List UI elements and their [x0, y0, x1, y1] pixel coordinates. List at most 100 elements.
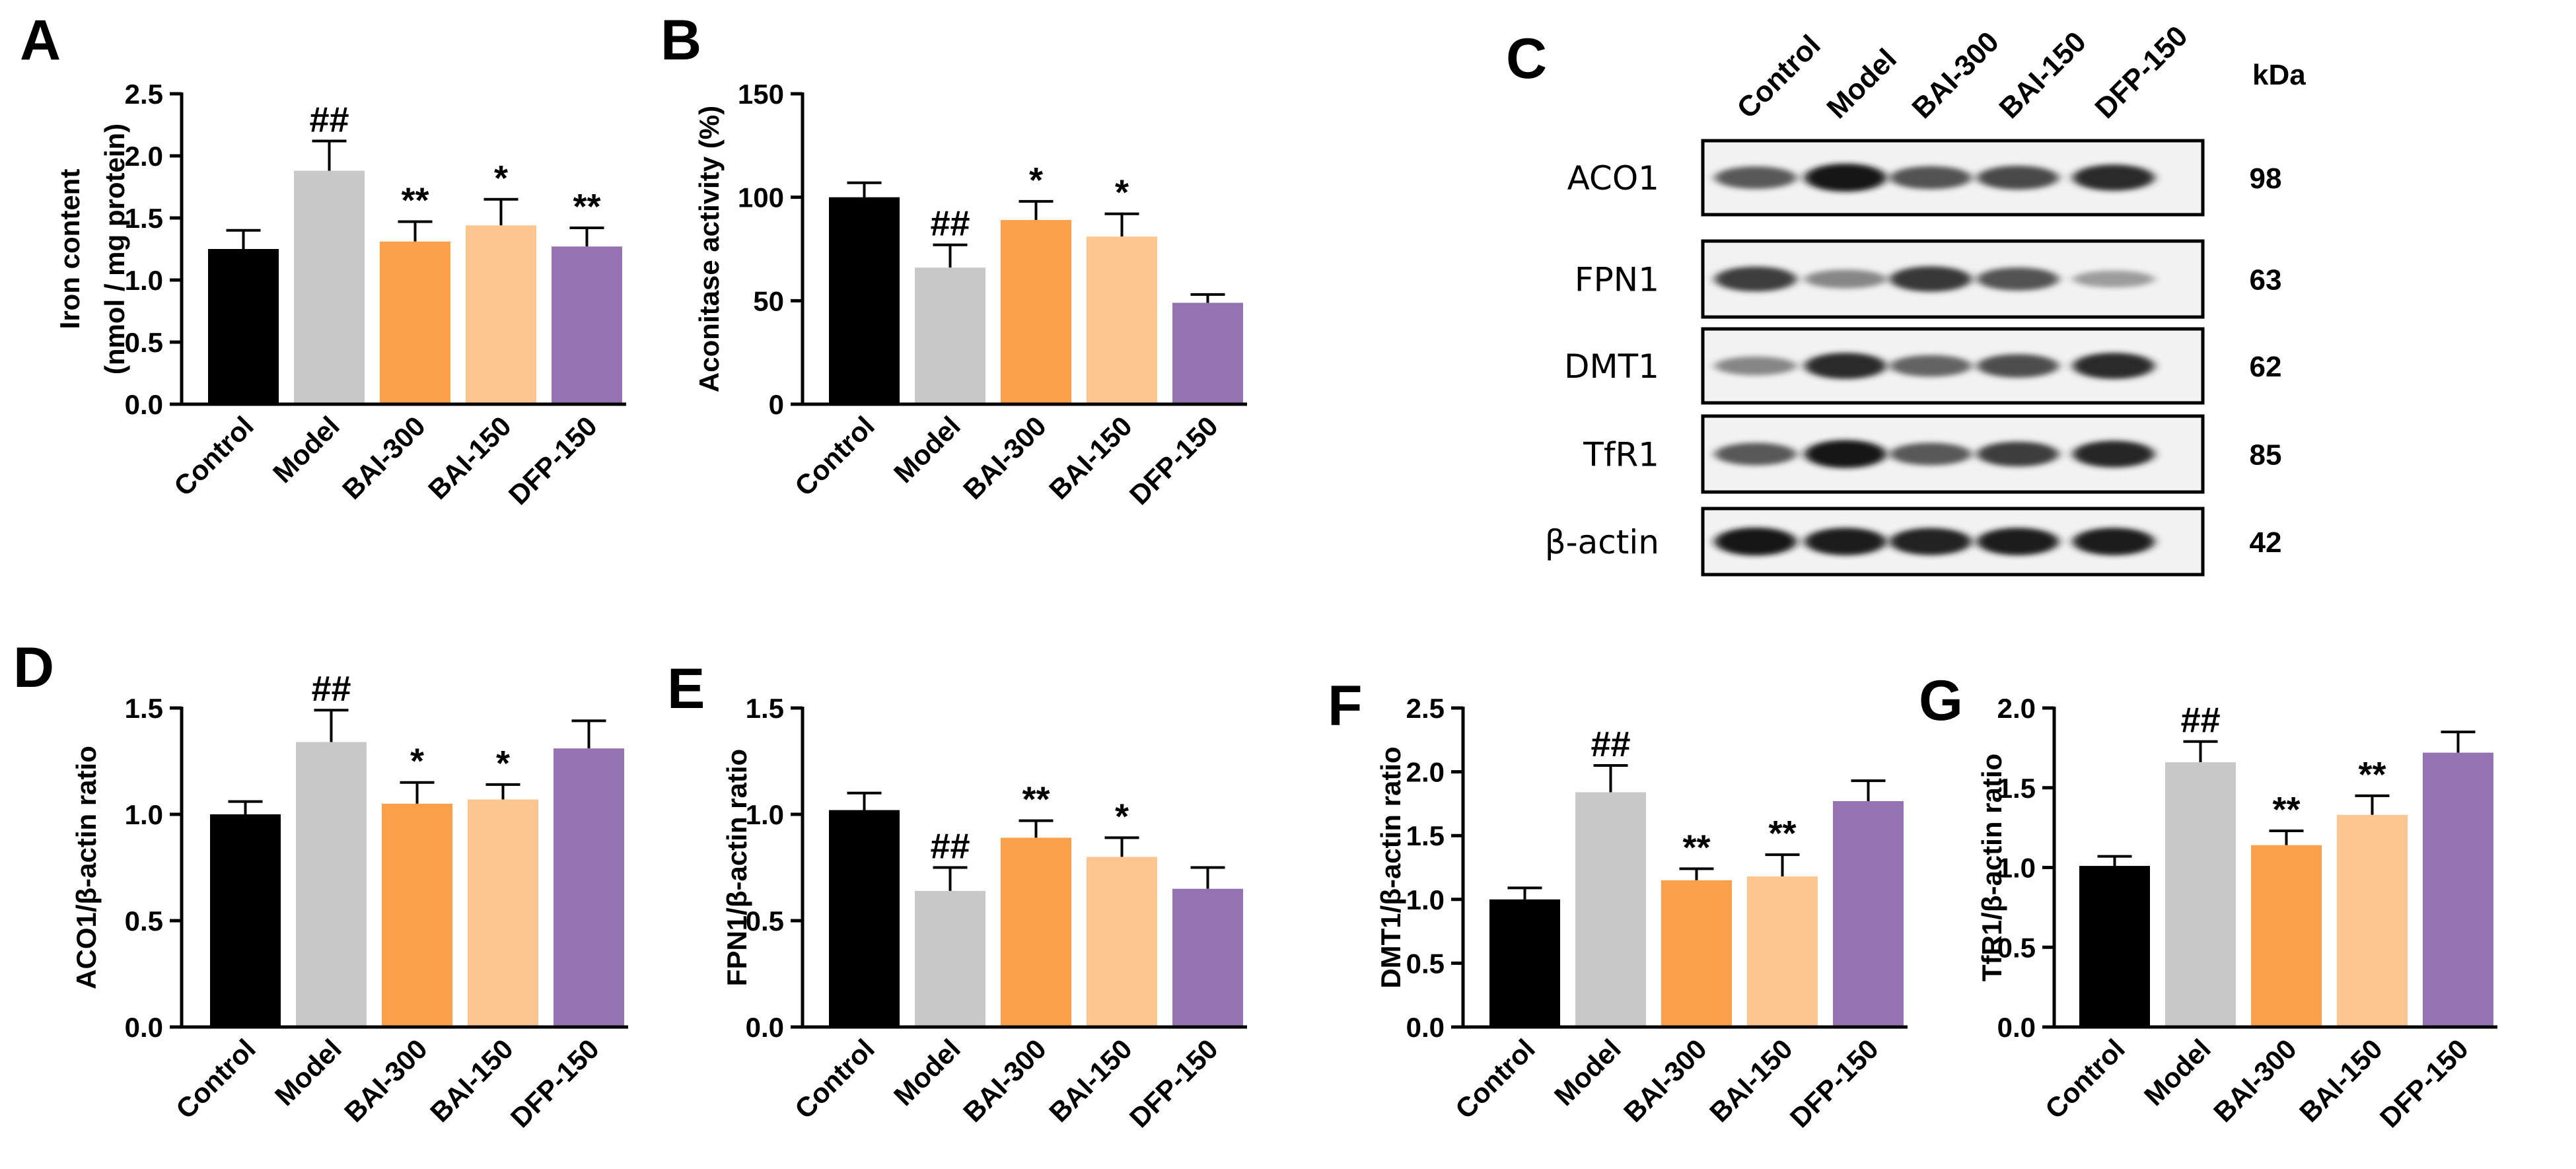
blot-lane-label: Control	[1731, 29, 1826, 125]
blot-protein-label: ACO1	[1567, 159, 1659, 197]
x-tick-label: Model	[269, 1033, 347, 1112]
blot-lane-label: BAI-150	[1993, 26, 2093, 125]
y-tick-label: 1.5	[746, 693, 784, 724]
significance-marker: *	[1115, 173, 1129, 213]
significance-marker: *	[410, 742, 424, 781]
panel-letter-A: A	[20, 9, 61, 72]
x-tick-label: Model	[267, 410, 345, 489]
bar-Model	[915, 267, 985, 404]
blot-row-β-actin: β-actin 42	[1545, 507, 2282, 577]
panel-letter-E: E	[667, 657, 705, 721]
x-tick-label: BAI-150	[2293, 1033, 2388, 1128]
y-axis-label: DMT1/β-actin ratio	[1375, 746, 1406, 988]
y-tick-label: 1.5	[125, 203, 163, 234]
x-tick-label: DFP-150	[1124, 410, 1224, 511]
blot-band	[1890, 355, 1972, 377]
bar-DFP-150	[2423, 752, 2493, 1027]
blot-band	[1977, 528, 2059, 555]
blot-band	[2073, 164, 2155, 191]
bar-DFP-150	[1833, 801, 1904, 1027]
y-tick-label: 0.5	[1406, 948, 1445, 979]
blot-protein-label: DMT1	[1564, 347, 1659, 386]
x-tick-label: DFP-150	[503, 410, 603, 511]
panel-letter-D: D	[13, 636, 54, 699]
x-tick-label: DFP-150	[505, 1033, 605, 1133]
y-tick-label: 2.0	[1997, 693, 2036, 724]
bar-BAI-300	[2251, 845, 2322, 1027]
blot-band	[2073, 528, 2155, 555]
x-tick-label: Control	[170, 1033, 262, 1125]
significance-marker: ##	[930, 204, 970, 244]
kda-header: kDa	[2252, 59, 2306, 91]
bar-Control	[1489, 899, 1560, 1027]
y-tick-label: 0	[769, 389, 784, 420]
bar-DFP-150	[1172, 302, 1243, 404]
blot-band	[1715, 443, 1797, 466]
bar-Control	[210, 814, 281, 1027]
blot-kda-value: 63	[2250, 264, 2282, 297]
blot-row-FPN1: FPN1 63	[1575, 239, 2282, 319]
x-tick-label: Model	[888, 1033, 966, 1112]
blot-band	[1805, 440, 1886, 468]
significance-marker: *	[1029, 160, 1043, 200]
chart-E: E FPN1/β-actin ratio 0.0 0.5 1.0 1.5 Control ##…	[667, 657, 1247, 1133]
blot-kda-value: 85	[2250, 439, 2282, 472]
y-tick-label: 0.5	[125, 905, 163, 937]
bar-BAI-150	[1747, 876, 1818, 1027]
x-tick-label: Control	[789, 410, 880, 502]
y-tick-label: 150	[738, 79, 784, 110]
significance-marker: ##	[1591, 725, 1630, 764]
blot-row-TfR1: TfR1 85	[1583, 414, 2282, 494]
blot-band	[1890, 266, 1972, 292]
blot-band	[1977, 267, 2059, 291]
y-tick-label: 2.0	[1406, 757, 1445, 788]
blot-band	[1977, 165, 2059, 190]
bar-BAI-300	[382, 803, 452, 1027]
bar-BAI-300	[1001, 837, 1071, 1027]
y-tick-label: 0.5	[1997, 932, 2036, 963]
significance-marker: ##	[309, 100, 349, 139]
y-tick-label: 2.5	[1406, 693, 1445, 724]
blot-band	[1715, 527, 1797, 556]
significance-marker: ##	[311, 669, 351, 709]
significance-marker: ##	[2180, 701, 2220, 740]
blot-lane-label: Model	[1820, 43, 1903, 125]
bar-BAI-300	[380, 241, 450, 404]
y-tick-label: 0.0	[1406, 1012, 1445, 1043]
significance-marker: **	[1768, 814, 1796, 853]
blot-row-DMT1: DMT1 62	[1564, 327, 2281, 405]
y-tick-label: 0.5	[125, 327, 163, 358]
y-tick-label: 1.5	[1997, 773, 2036, 804]
blot-kda-value: 42	[2250, 526, 2282, 559]
x-tick-label: Model	[1548, 1033, 1627, 1112]
y-tick-label: 1.5	[1406, 820, 1445, 851]
chart-B: B Aconitase activity (%) 0 50 100 150 Control #…	[661, 9, 1247, 511]
x-tick-label: BAI-150	[1703, 1033, 1799, 1128]
significance-marker: *	[1115, 797, 1129, 836]
blot-band	[1715, 166, 1797, 190]
bar-BAI-300	[1661, 880, 1732, 1027]
y-tick-label: 2.0	[125, 141, 163, 172]
x-tick-label: DFP-150	[1784, 1033, 1884, 1133]
y-tick-label: 1.0	[746, 799, 784, 830]
significance-marker: **	[401, 181, 429, 221]
y-tick-label: 1.0	[1997, 853, 2036, 884]
blot-band	[1805, 528, 1886, 555]
chart-D: D ACO1/β-actin ratio 0.0 0.5 1.0 1.5 Control ##…	[13, 636, 628, 1133]
blot-band	[1890, 166, 1972, 190]
bar-Control	[829, 197, 900, 404]
blot-band	[2073, 270, 2155, 288]
significance-marker: **	[573, 187, 600, 227]
y-tick-label: 1.0	[1406, 884, 1445, 915]
bar-BAI-300	[1001, 220, 1071, 404]
y-tick-label: 0.0	[1997, 1012, 2036, 1043]
y-axis-label: FPN1/β-actin ratio	[721, 749, 752, 986]
bar-Control	[829, 810, 900, 1027]
blot-band	[2073, 441, 2155, 468]
blot-band	[2073, 353, 2155, 379]
x-tick-label: Control	[2039, 1033, 2131, 1125]
x-tick-label: BAI-150	[424, 1033, 519, 1128]
bar-BAI-150	[2337, 814, 2408, 1027]
bar-DFP-150	[1172, 888, 1243, 1027]
